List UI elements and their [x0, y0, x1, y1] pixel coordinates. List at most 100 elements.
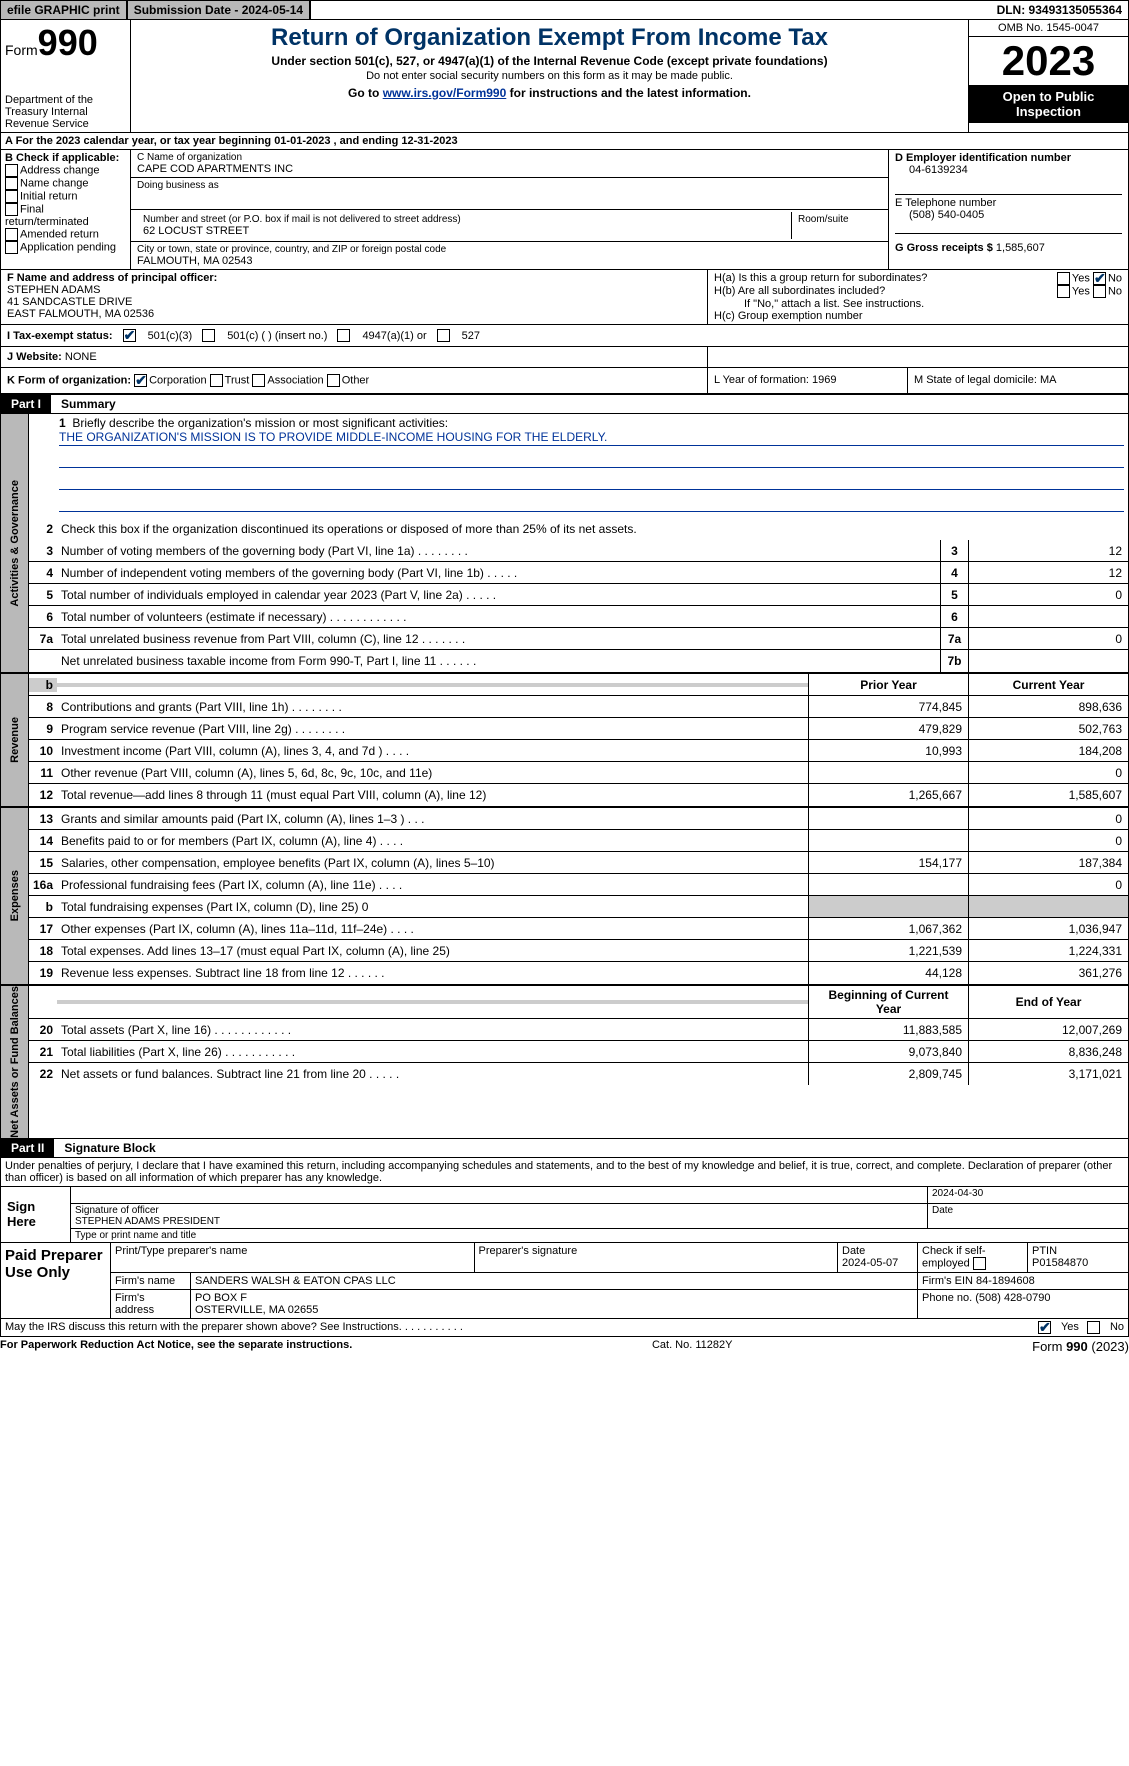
- discuss-yes[interactable]: [1038, 1321, 1051, 1334]
- chk-501c[interactable]: [202, 329, 215, 342]
- revenue-section: Revenue bPrior YearCurrent Year 8Contrib…: [0, 674, 1129, 808]
- city-box: City or town, state or province, country…: [131, 242, 888, 269]
- chk-other[interactable]: [327, 374, 340, 387]
- line-9: 9Program service revenue (Part VIII, lin…: [29, 718, 1128, 740]
- officer-name: STEPHEN ADAMS: [7, 284, 701, 296]
- chk-amended[interactable]: Amended return: [5, 228, 126, 241]
- line-6: 6Total number of volunteers (estimate if…: [29, 606, 1128, 628]
- ha-no[interactable]: [1093, 272, 1106, 285]
- chk-name-change[interactable]: Name change: [5, 177, 126, 190]
- ha-label: H(a) Is this a group return for subordin…: [714, 272, 927, 285]
- line-7b: Net unrelated business taxable income fr…: [29, 650, 1128, 672]
- line-16b: bTotal fundraising expenses (Part IX, co…: [29, 896, 1128, 918]
- chk-self-employed[interactable]: [973, 1257, 986, 1270]
- discuss-no[interactable]: [1087, 1321, 1100, 1334]
- top-bar: efile GRAPHIC print Submission Date - 20…: [0, 0, 1129, 20]
- line-22: 22Net assets or fund balances. Subtract …: [29, 1063, 1128, 1085]
- prep-date-label: Date: [842, 1245, 865, 1257]
- prep-name-label: Print/Type preparer's name: [111, 1243, 475, 1272]
- signature-block: Under penalties of perjury, I declare th…: [0, 1158, 1129, 1319]
- hb-note: If "No," attach a list. See instructions…: [714, 298, 1122, 310]
- chk-4947[interactable]: [337, 329, 350, 342]
- line-15: 15Salaries, other compensation, employee…: [29, 852, 1128, 874]
- phone-value: (508) 540-0405: [895, 209, 1122, 221]
- form-title: Return of Organization Exempt From Incom…: [139, 24, 960, 52]
- gross-receipts: G Gross receipts $ 1,585,607: [895, 234, 1122, 254]
- chk-527[interactable]: [437, 329, 450, 342]
- no-label: No: [1110, 1321, 1124, 1333]
- room-suite-label: Room/suite: [792, 212, 882, 239]
- line-21: 21Total liabilities (Part X, line 26) . …: [29, 1041, 1128, 1063]
- sign-here-row: Sign Here 2024-04-30 Signature of office…: [1, 1187, 1128, 1243]
- hc-label: H(c) Group exemption number: [714, 310, 1122, 322]
- chk-trust[interactable]: [210, 374, 223, 387]
- line-4: 4Number of independent voting members of…: [29, 562, 1128, 584]
- org-name-label: C Name of organization: [137, 152, 882, 163]
- instructions-link[interactable]: www.irs.gov/Form990: [383, 86, 507, 100]
- ha-yes[interactable]: [1057, 272, 1070, 285]
- j-label: J Website:: [7, 351, 62, 363]
- city-state-zip: FALMOUTH, MA 02543: [137, 255, 882, 267]
- vlabel-rev: Revenue: [1, 674, 29, 806]
- firm-ein: Firm's EIN 84-1894608: [918, 1273, 1128, 1289]
- line-1: 1 Briefly describe the organization's mi…: [29, 414, 1128, 430]
- org-name: CAPE COD APARTMENTS INC: [137, 163, 882, 175]
- gross-value: 1,585,607: [996, 242, 1045, 254]
- firm-addr-label: Firm's address: [111, 1290, 191, 1318]
- dba-label: Doing business as: [137, 180, 882, 191]
- col-d-right: D Employer identification number 04-6139…: [888, 150, 1128, 269]
- open-to-public: Open to Public Inspection: [969, 85, 1128, 123]
- ein-box: D Employer identification number 04-6139…: [895, 152, 1122, 195]
- line-5: 5Total number of individuals employed in…: [29, 584, 1128, 606]
- officer-city: EAST FALMOUTH, MA 02536: [7, 308, 701, 320]
- chk-assoc[interactable]: [252, 374, 265, 387]
- chk-application-pending[interactable]: Application pending: [5, 241, 126, 254]
- subtitle-1: Under section 501(c), 527, or 4947(a)(1)…: [139, 54, 960, 68]
- omb-number: OMB No. 1545-0047: [969, 20, 1128, 37]
- phone-label: E Telephone number: [895, 197, 1122, 209]
- subtitle-2: Do not enter social security numbers on …: [139, 70, 960, 82]
- net-assets-section: Net Assets or Fund Balances Beginning of…: [0, 986, 1129, 1139]
- hb-yes[interactable]: [1057, 285, 1070, 298]
- website-row: J Website: NONE: [0, 347, 1129, 368]
- vlabel-net: Net Assets or Fund Balances: [1, 986, 29, 1138]
- firm-name-label: Firm's name: [111, 1273, 191, 1289]
- dln: DLN: 93493135055364: [991, 1, 1128, 19]
- chk-final-return[interactable]: Final return/terminated: [5, 203, 126, 228]
- opt-trust: Trust: [225, 374, 250, 386]
- part-i-title: Summary: [51, 395, 126, 413]
- chk-corp[interactable]: [134, 374, 147, 387]
- line-14: 14Benefits paid to or for members (Part …: [29, 830, 1128, 852]
- part-ii-title: Signature Block: [54, 1139, 165, 1157]
- firm-name: SANDERS WALSH & EATON CPAS LLC: [191, 1273, 918, 1289]
- yes-label: Yes: [1061, 1321, 1079, 1333]
- hb-no[interactable]: [1093, 285, 1106, 298]
- sig-date: 2024-04-30: [928, 1187, 1128, 1203]
- principal-officer: F Name and address of principal officer:…: [1, 270, 708, 324]
- efile-print-button[interactable]: efile GRAPHIC print: [1, 1, 126, 19]
- chk-address-change[interactable]: Address change: [5, 164, 126, 177]
- ein-value: 04-6139234: [895, 164, 1122, 176]
- expenses-section: Expenses 13Grants and similar amounts pa…: [0, 808, 1129, 986]
- chk-initial-return[interactable]: Initial return: [5, 190, 126, 203]
- mission-blank-1: [59, 452, 1124, 468]
- opt-527: 527: [462, 330, 480, 342]
- net-header: Beginning of Current YearEnd of Year: [29, 986, 1128, 1019]
- goto-text: Go to: [348, 86, 383, 100]
- paid-preparer-row: Paid Preparer Use Only Print/Type prepar…: [1, 1243, 1128, 1318]
- part-i-header: Part I Summary: [0, 395, 1129, 414]
- form-label: Form: [5, 42, 38, 58]
- officer-label: F Name and address of principal officer:: [7, 272, 701, 284]
- form-footer: Form 990 (2023): [1032, 1339, 1129, 1354]
- form-header: Form990 Department of the Treasury Inter…: [0, 20, 1129, 133]
- chk-501c3[interactable]: [123, 329, 136, 342]
- dept-treasury: Department of the Treasury Internal Reve…: [5, 94, 126, 130]
- line-8: 8Contributions and grants (Part VIII, li…: [29, 696, 1128, 718]
- addr-label: Number and street (or P.O. box if mail i…: [143, 214, 785, 225]
- mission-blank-3: [59, 496, 1124, 512]
- prep-sig-label: Preparer's signature: [475, 1243, 839, 1272]
- line-7a: 7aTotal unrelated business revenue from …: [29, 628, 1128, 650]
- line-12: 12Total revenue—add lines 8 through 11 (…: [29, 784, 1128, 806]
- website-value: NONE: [65, 351, 97, 363]
- col-b-checkboxes: B Check if applicable: Address change Na…: [1, 150, 131, 269]
